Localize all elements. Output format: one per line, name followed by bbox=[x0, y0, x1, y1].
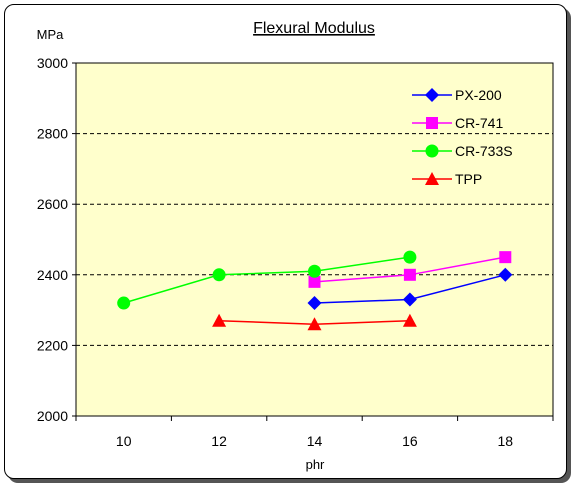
x-tick-label-16: 16 bbox=[402, 433, 418, 449]
y-tick-label-2000: 2000 bbox=[37, 408, 68, 424]
data-point-cr-733s-0 bbox=[117, 296, 131, 310]
legend-marker-tpp bbox=[425, 172, 439, 185]
y-axis-label: MPa bbox=[37, 27, 65, 42]
legend-label-tpp: TPP bbox=[455, 171, 482, 187]
x-axis-label: phr bbox=[306, 457, 325, 472]
data-point-cr-741-2 bbox=[499, 251, 512, 264]
data-point-tpp-0 bbox=[212, 313, 227, 327]
y-tick-label-3000: 3000 bbox=[37, 55, 68, 71]
series-line-cr-733s bbox=[123, 256, 411, 304]
data-point-cr-733s-3 bbox=[403, 250, 417, 264]
x-tick-label-18: 18 bbox=[498, 433, 514, 449]
legend-label-cr-733s: CR-733S bbox=[455, 143, 513, 159]
chart-title: Flexural Modulus bbox=[253, 20, 375, 37]
legend-marker-cr-733s bbox=[425, 144, 439, 158]
x-tick-label-10: 10 bbox=[116, 433, 132, 449]
y-tick-label-2400: 2400 bbox=[37, 267, 68, 283]
legend-label-px-200: PX-200 bbox=[455, 87, 502, 103]
legend-label-cr-741: CR-741 bbox=[455, 115, 503, 131]
data-point-cr-741-1 bbox=[403, 268, 416, 281]
legend-marker-cr-741 bbox=[426, 117, 438, 129]
data-point-px-200-2 bbox=[498, 267, 513, 282]
y-tick-label-2800: 2800 bbox=[37, 126, 68, 142]
data-point-cr-733s-2 bbox=[308, 264, 321, 278]
y-tick-label-2200: 2200 bbox=[37, 337, 68, 353]
data-point-cr-733s-1 bbox=[212, 268, 226, 282]
x-tick-label-14: 14 bbox=[307, 433, 323, 449]
data-point-tpp-1 bbox=[307, 317, 322, 331]
plot-area bbox=[75, 62, 554, 417]
data-point-cr-741-0 bbox=[308, 275, 321, 288]
data-point-tpp-2 bbox=[402, 313, 417, 327]
x-tick-label-12: 12 bbox=[211, 433, 227, 449]
data-point-px-200-0 bbox=[307, 296, 322, 311]
y-tick-label-2600: 2600 bbox=[37, 196, 68, 212]
legend-marker-px-200 bbox=[425, 88, 439, 102]
data-point-px-200-1 bbox=[402, 292, 417, 307]
